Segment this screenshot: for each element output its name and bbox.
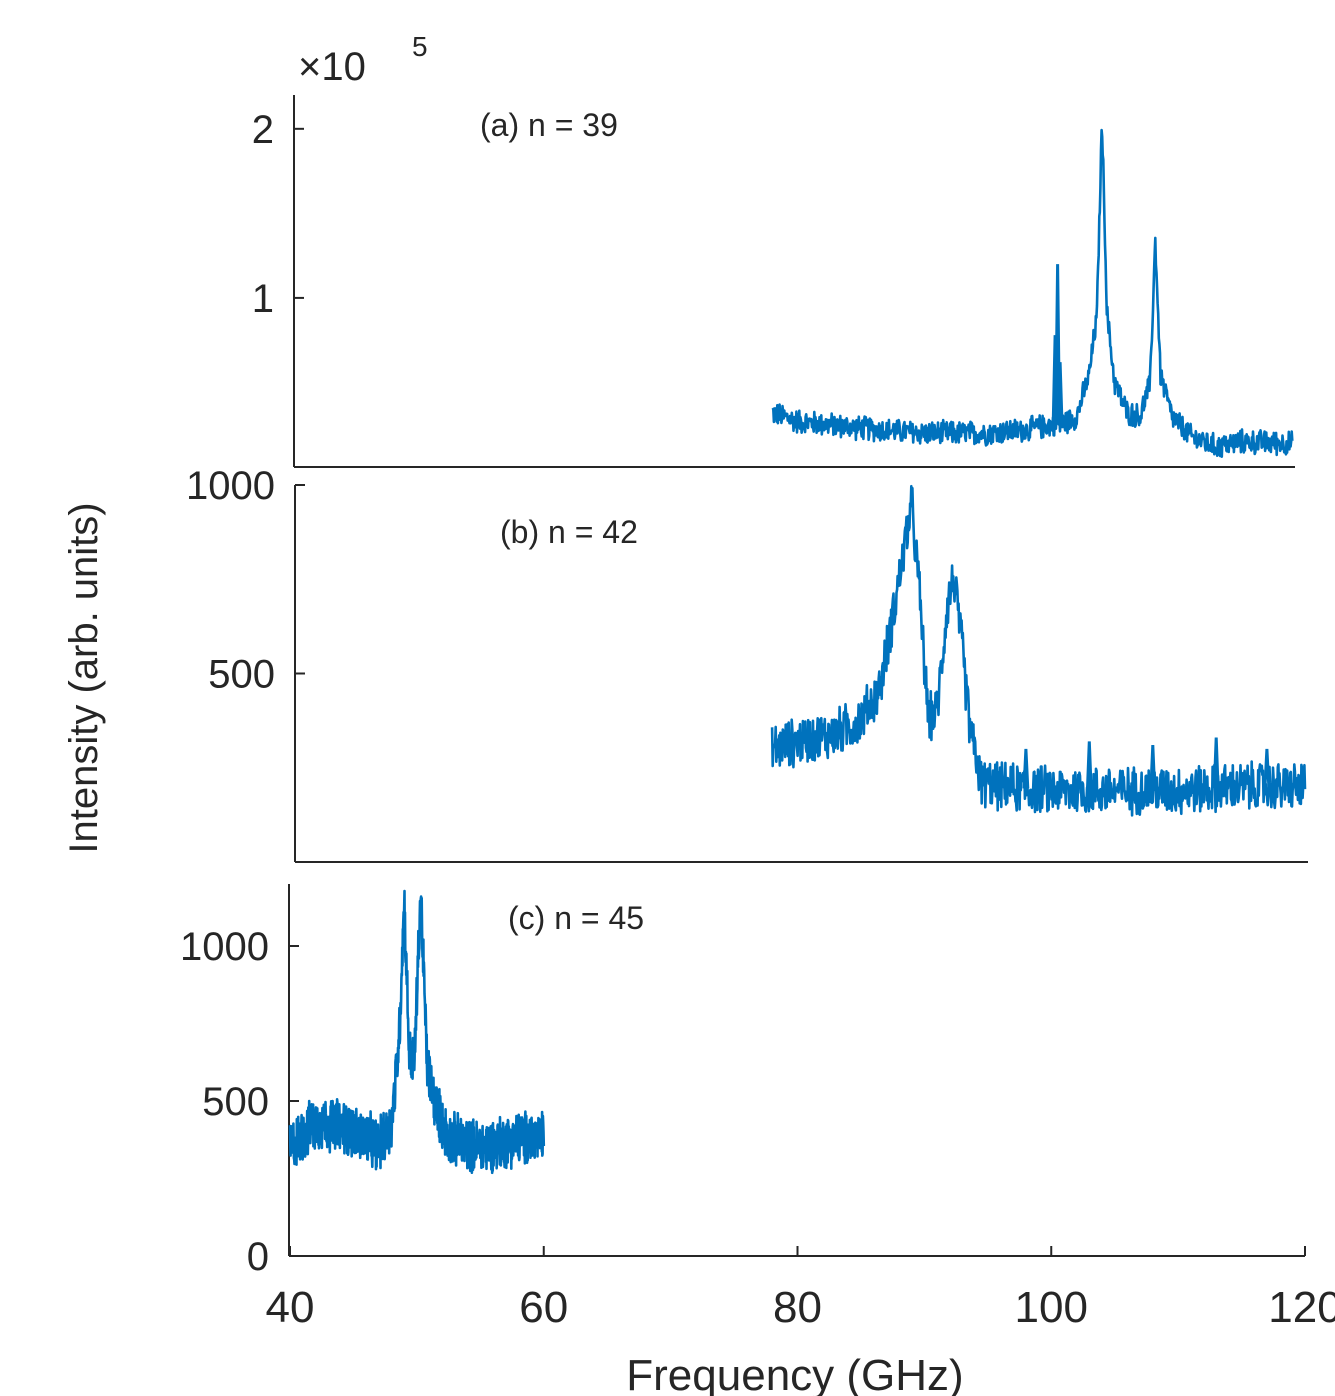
panel-b-spike (1212, 737, 1220, 789)
panel-b-ytick-label: 1000 (186, 464, 275, 508)
panel-c-title: (c) n = 45 (508, 900, 644, 936)
panel-a-spike (1056, 362, 1064, 424)
panel-a-exponent-power: 5 (412, 31, 428, 62)
panel-a: ×10 5 (a) n = 39 1 2 (252, 31, 1295, 468)
panel-a-spectrum-trace (771, 128, 1294, 459)
panel-b-title: (b) n = 42 (500, 514, 638, 550)
panel-a-exponent-base: ×10 (298, 45, 366, 89)
x-tick-label: 60 (519, 1283, 568, 1332)
panel-c-ytick-label: 1000 (180, 925, 269, 969)
x-tick-label: 40 (266, 1283, 315, 1332)
x-axis-label: Frequency (GHz) (626, 1351, 963, 1396)
panel-b-spike (1085, 741, 1093, 791)
panel-b: (b) n = 42 500 1000 (186, 464, 1308, 863)
x-tick-label: 100 (1015, 1283, 1088, 1332)
panel-a-ytick-label: 2 (252, 108, 274, 152)
panel-a-ytick-label: 1 (252, 277, 274, 321)
panel-b-ytick-label: 500 (208, 653, 275, 697)
panel-b-spike (1149, 745, 1157, 791)
panel-c-spectrum-trace (288, 889, 546, 1175)
panel-a-title: (a) n = 39 (480, 107, 618, 143)
panel-c: (c) n = 45 0 500 1000 40 60 80 100 120 (180, 884, 1335, 1332)
y-axis-label: Intensity (arb. units) (62, 502, 106, 853)
panel-b-spike (1022, 748, 1030, 789)
x-tick-label: 80 (773, 1283, 822, 1332)
panel-b-spike (1263, 748, 1271, 787)
panel-b-spectrum-trace (770, 484, 1307, 817)
panel-c-ytick-label: 500 (202, 1080, 269, 1124)
x-tick-label: 120 (1268, 1283, 1335, 1332)
panel-c-ytick-label: 0 (247, 1235, 269, 1279)
